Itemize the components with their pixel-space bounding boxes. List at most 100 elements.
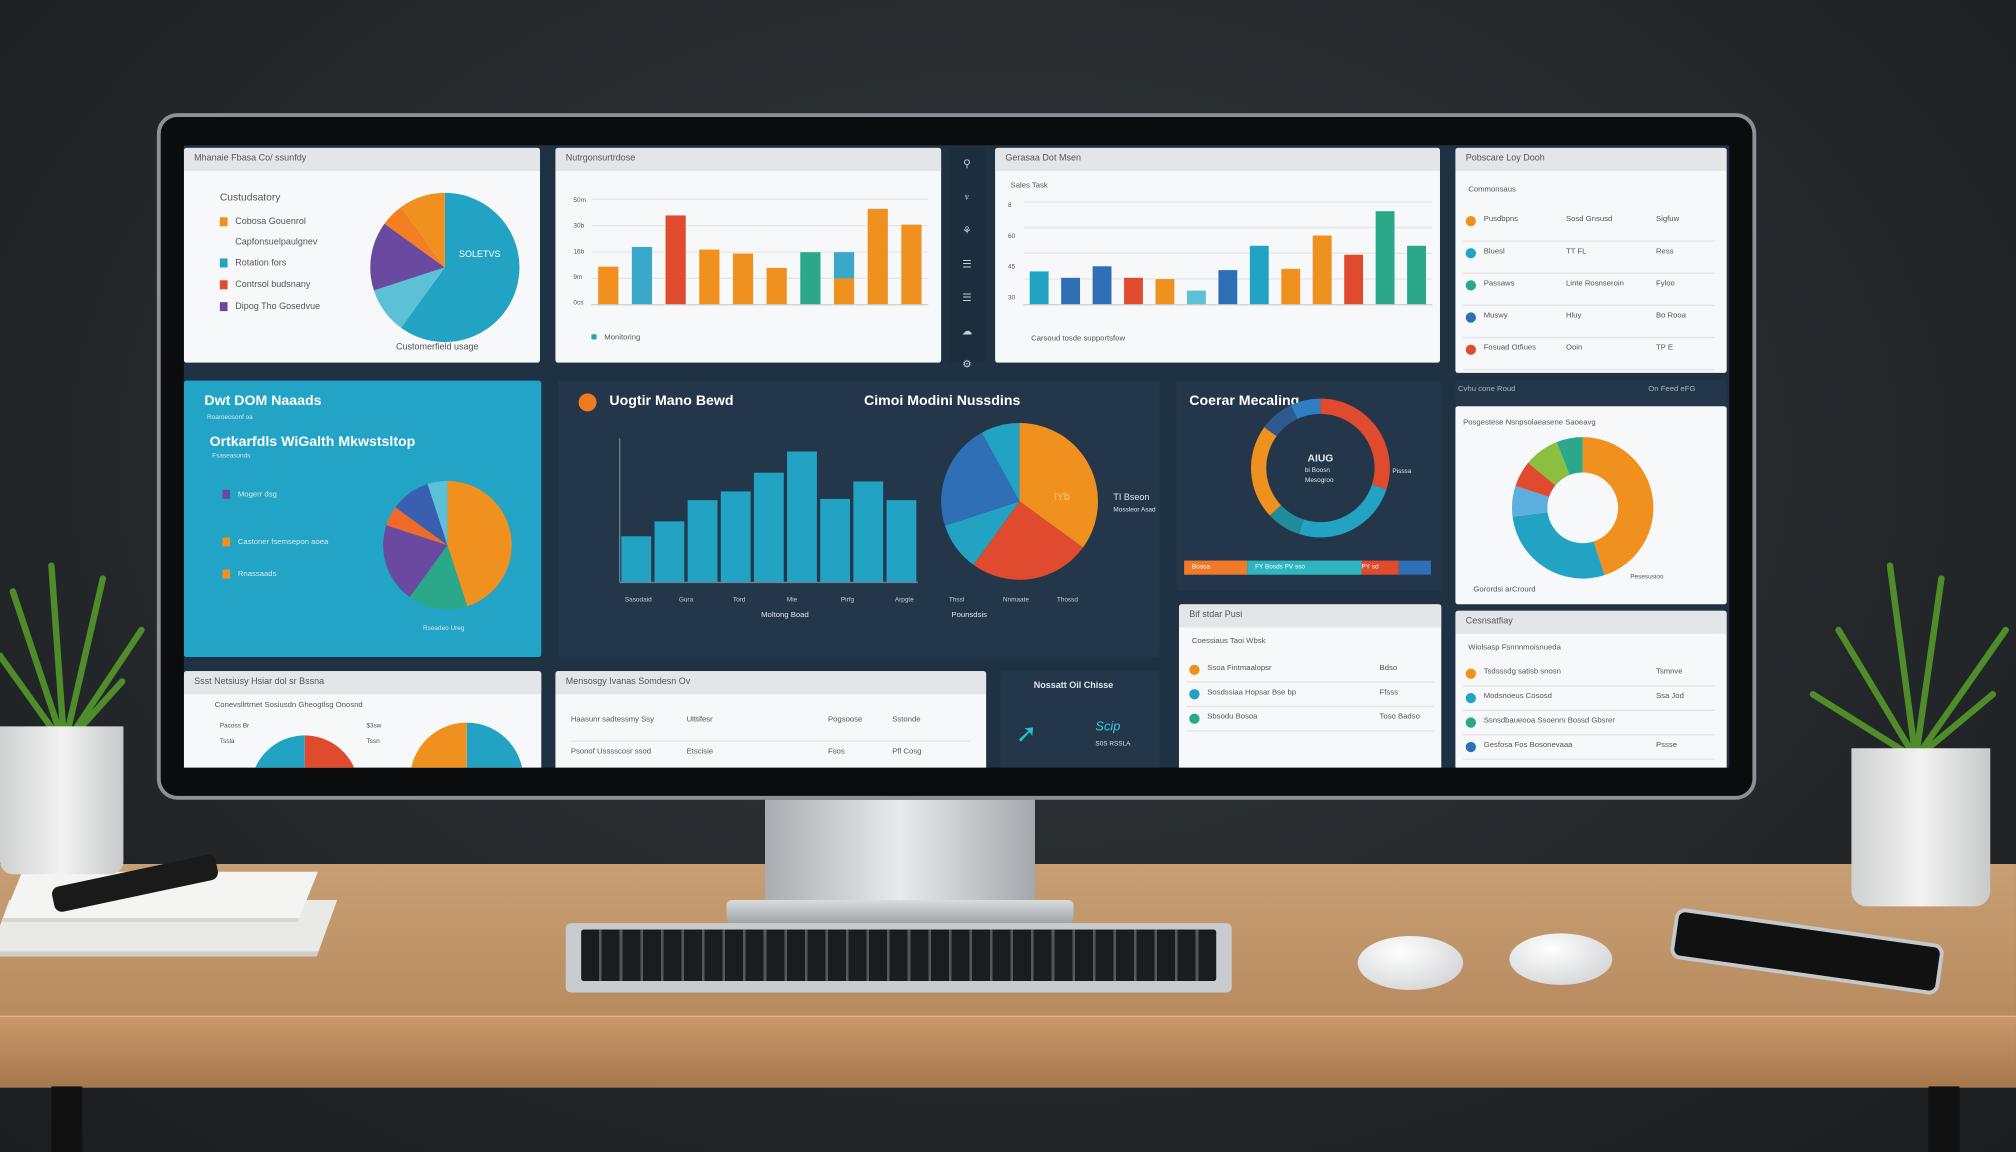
- legend-item: Cobosa Gouenrol: [219, 217, 306, 227]
- table-cell: Fsos: [827, 748, 845, 756]
- mouse[interactable]: [1509, 933, 1613, 985]
- list-cell: Modsnoeus Cososd: [1483, 692, 1552, 701]
- donut-segment: [1582, 437, 1654, 576]
- pie-slice: [447, 480, 512, 607]
- panel-header-action[interactable]: On Feed eFG: [1648, 385, 1696, 394]
- pie-slice: [427, 480, 448, 546]
- pie-slice: [409, 545, 468, 610]
- list-item-icon: [1465, 668, 1476, 679]
- pie-slice: [466, 722, 523, 768]
- pie-slice: [981, 422, 1020, 502]
- donut-segment: [1290, 398, 1321, 419]
- x-tick-label: Pirfg: [840, 596, 855, 605]
- list-cell: Sbsodu Bosoa: [1207, 713, 1258, 722]
- list-item[interactable]: Fosuad Otfiues Ooin TP E: [1463, 338, 1716, 371]
- list-cell: Muswy: [1483, 312, 1508, 321]
- panel-heading: Ortkarfdls WiGalth Mkwstsltop: [209, 434, 416, 450]
- info-icon: [578, 393, 597, 412]
- list-item[interactable]: Tsdsssdg satisb snosn Tsmnve: [1463, 662, 1716, 687]
- panel-subtitle: Coessiaus Taoi Wbsk: [1191, 637, 1266, 646]
- bar: [1218, 270, 1238, 305]
- panel-title: Coerar Mecaling: [1189, 393, 1300, 409]
- axis-caption: Moltong Boad: [761, 611, 809, 620]
- list-item[interactable]: Pusdbpns Sosd Gnsusd Sigfuw: [1463, 210, 1716, 242]
- y-tick: 0cs: [573, 299, 584, 308]
- panel-donut: Coerar Mecaling AIUG bi Boosn Mesogroo P…: [1176, 380, 1442, 592]
- bar: [1249, 245, 1269, 305]
- pie-slice: [383, 525, 448, 598]
- pie-slice: [944, 501, 1020, 565]
- y-tick: 30b: [573, 222, 585, 231]
- bar: [1061, 277, 1081, 305]
- donut-segment: [1528, 442, 1570, 486]
- list-cell: Ffsss: [1379, 689, 1398, 697]
- bar: [800, 252, 821, 305]
- pie-slice: [401, 192, 445, 268]
- donut-center-value: AIUG: [1307, 452, 1334, 465]
- table-cell: Pfl Cosg: [892, 748, 922, 756]
- desk-edge: [0, 1015, 2016, 1088]
- list-item[interactable]: Bluesl TT FL Ress: [1463, 242, 1716, 274]
- x-tick-label: Thossd: [1056, 596, 1078, 605]
- list-item-icon: [1465, 215, 1476, 227]
- list-cell: Ooin: [1565, 344, 1583, 353]
- pie-chart: [255, 735, 355, 768]
- panel-donut-white: Posgestese Nsnpsolaeasene Saoeavg Pesesu…: [1455, 406, 1727, 605]
- list-cell: TP E: [1655, 344, 1673, 353]
- panel-title: Pobscare Loy Dooh: [1455, 147, 1727, 171]
- panel-notifications: Nossatt Oil Chisse ➚ Scip S0S RSSLA: [1000, 671, 1160, 768]
- pie-chart: [941, 422, 1098, 580]
- pie-slice: [386, 507, 448, 546]
- bar: [665, 215, 686, 305]
- bar: [1344, 254, 1364, 305]
- pie-slice: [1019, 422, 1098, 548]
- y-tick: 45: [1007, 263, 1016, 272]
- pie-slice: [384, 207, 445, 268]
- panel-title-2: Cimoi Modini Nussdins: [863, 393, 1021, 409]
- panel-usage: Uogtir Mano Bewd Cimoi Modini Nussdins S…: [557, 380, 1160, 657]
- keyboard[interactable]: [565, 923, 1232, 993]
- table-cell: Etscisie: [686, 748, 714, 756]
- bar: [654, 521, 685, 583]
- nav-icons[interactable]: ⚲ ♆ ⚘ ☰ ☰ ☁ ⚙: [961, 158, 972, 371]
- legend-item: Capfonsuelpaulgnev: [235, 237, 318, 247]
- table-cell: Haasunr sadtessmy Ssy: [570, 716, 655, 724]
- panel-title: Uogtir Mano Bewd: [609, 393, 734, 409]
- list-item[interactable]: Sbsodu Bosoa Toso Badso: [1186, 707, 1434, 732]
- y-tick: 16b: [573, 248, 585, 256]
- list-cell: Ress: [1655, 248, 1674, 256]
- mouse[interactable]: [1357, 935, 1464, 990]
- panel-footer: Rseadeo Ureg: [422, 624, 465, 633]
- panel-wealth: Dwt DOM Naaads Roaroeosonf oa Ortkarfdls…: [183, 380, 542, 657]
- list-item[interactable]: Sosdssiaa Hopsar Bse bp Ffsss: [1186, 683, 1434, 708]
- list-item[interactable]: Modsnoeus Cososd Ssa Jod: [1463, 687, 1716, 711]
- bar: [598, 266, 619, 305]
- donut-segment: [1250, 427, 1281, 516]
- row-value: Tssn: [366, 737, 380, 746]
- pie-chart: [370, 192, 520, 342]
- x-tick-label: Thssl: [948, 596, 965, 605]
- panel-monitoring-bars: Nutrgonsurtrdose 50m 30b 16b 9m 0cs Moni…: [555, 147, 942, 363]
- pie-label: SOLETVS: [458, 250, 501, 260]
- panel-subtitle: Roaroeosonf oa: [206, 413, 253, 422]
- list-item[interactable]: Muswy Hluy Bo Rooa: [1463, 306, 1716, 339]
- legend-item: Rotation fors: [219, 258, 286, 268]
- list-item[interactable]: Ssoa Fintmaalopsr Bdso: [1186, 658, 1434, 683]
- panel-title: Ssst Netsiusy Hsiar dol sr Bssna: [183, 671, 542, 695]
- list-item[interactable]: Gesfosa Fos Bosonevaaa Pssse: [1463, 735, 1716, 760]
- side-label: TI Bseon: [1113, 493, 1150, 503]
- list-cell: Bluesl: [1483, 248, 1505, 256]
- donut-segment: [1298, 484, 1387, 538]
- side-label: Mossleor Asad: [1113, 506, 1156, 515]
- list-cell: Gesfosa Fos Bosonevaaa: [1483, 741, 1573, 750]
- list-cell: TT FL: [1565, 248, 1587, 256]
- list-cell: Toso Badso: [1379, 713, 1420, 722]
- x-tick-label: Mie: [786, 596, 798, 605]
- list-cell: Sosd Gnsusd: [1565, 215, 1613, 224]
- pie-slice: [401, 192, 520, 342]
- panel-footer: Carsoud tosde supportsfow: [1031, 335, 1126, 344]
- list-item[interactable]: Passaws Linte Rosnseroin Fyloo: [1463, 274, 1716, 306]
- list: Tsdsssdg satisb snosn Tsmnve Modsnoeus Cos…: [1463, 662, 1716, 760]
- list-item[interactable]: Ssnsdbaueooa Ssoenrs Bossd Gbsrer: [1463, 711, 1716, 736]
- pie-slice: [373, 267, 445, 328]
